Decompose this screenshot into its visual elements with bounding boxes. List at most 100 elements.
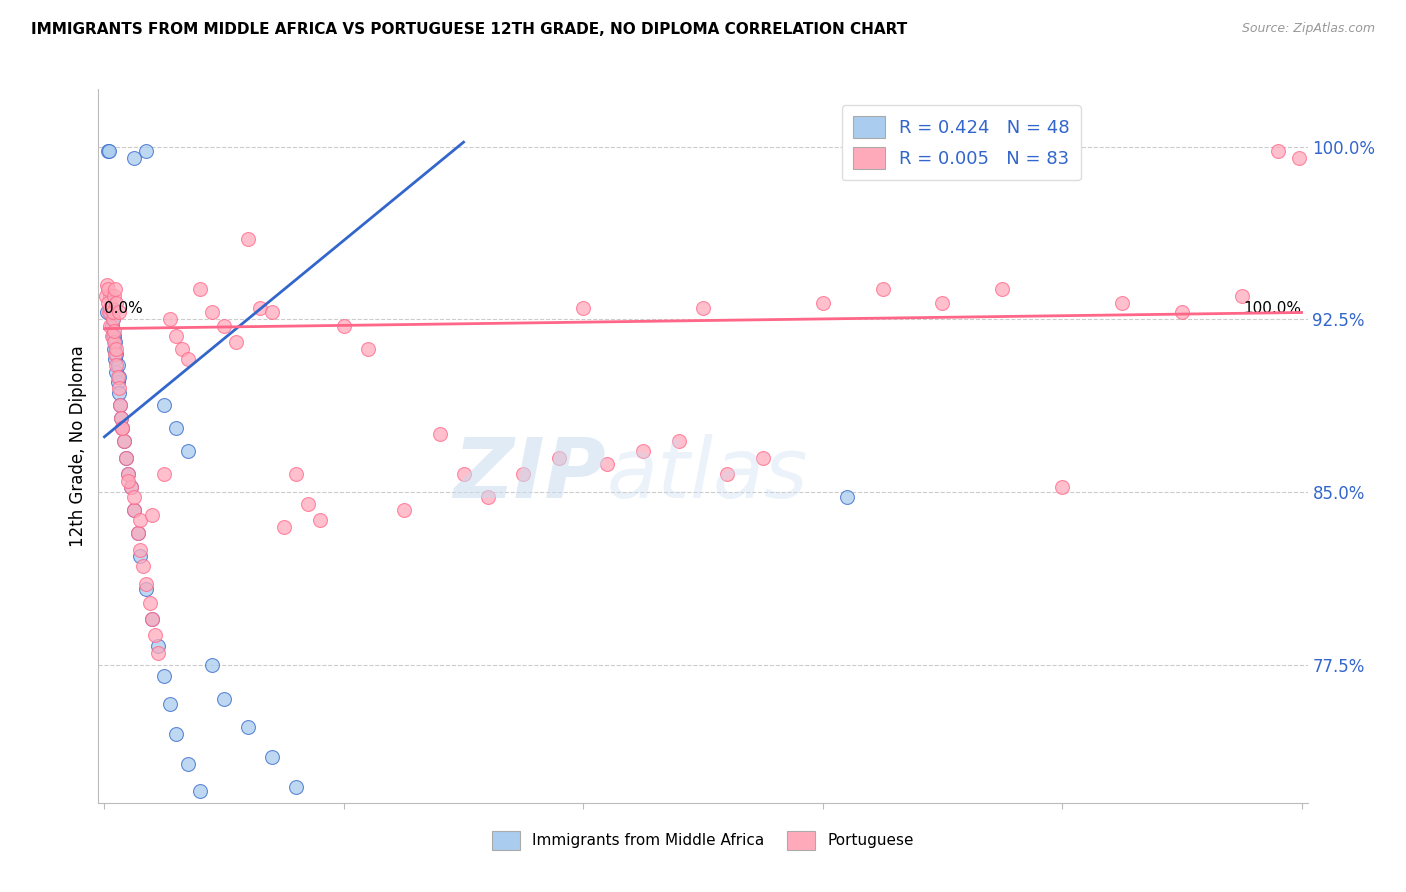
Point <box>135 145 157 159</box>
Point <box>236 720 259 734</box>
Point <box>668 434 690 449</box>
Point <box>692 301 714 315</box>
Point <box>132 558 155 573</box>
Point <box>1230 289 1253 303</box>
Text: ZIP: ZIP <box>454 434 606 515</box>
Point <box>159 697 181 711</box>
Point <box>139 595 162 609</box>
Legend: Immigrants from Middle Africa, Portuguese: Immigrants from Middle Africa, Portugues… <box>486 825 920 855</box>
Point <box>104 335 127 350</box>
Point <box>107 386 129 401</box>
Point <box>273 519 295 533</box>
Point <box>103 324 125 338</box>
Point <box>105 359 128 373</box>
Point <box>111 420 134 434</box>
Point <box>117 467 139 481</box>
Point <box>1111 296 1133 310</box>
Point <box>103 343 125 357</box>
Point <box>148 646 170 660</box>
Point <box>284 467 307 481</box>
Point <box>141 508 163 522</box>
Point <box>107 370 129 384</box>
Point <box>159 312 181 326</box>
Point <box>188 784 211 798</box>
Point <box>572 301 595 315</box>
Point <box>141 612 163 626</box>
Point <box>100 301 122 315</box>
Point <box>112 434 135 449</box>
Point <box>115 450 138 465</box>
Point <box>811 296 834 310</box>
Point <box>752 450 775 465</box>
Point <box>105 347 128 361</box>
Point <box>127 526 149 541</box>
Point <box>100 289 122 303</box>
Point <box>1050 480 1073 494</box>
Point <box>111 420 134 434</box>
Point <box>100 305 122 319</box>
Point <box>188 283 211 297</box>
Text: 100.0%: 100.0% <box>1243 301 1302 316</box>
Point <box>1267 145 1289 159</box>
Point <box>309 513 332 527</box>
Point <box>153 467 176 481</box>
Point <box>100 319 122 334</box>
Point <box>96 305 118 319</box>
Point <box>103 289 125 303</box>
Point <box>453 467 475 481</box>
Point <box>98 145 121 159</box>
Point <box>129 513 152 527</box>
Point <box>172 343 194 357</box>
Point <box>111 420 134 434</box>
Point <box>100 301 122 315</box>
Point <box>872 283 894 297</box>
Point <box>105 296 128 310</box>
Point <box>94 289 117 303</box>
Point <box>100 328 122 343</box>
Point <box>108 398 131 412</box>
Point <box>260 749 283 764</box>
Point <box>991 283 1014 297</box>
Point <box>236 232 259 246</box>
Point <box>260 305 283 319</box>
Point <box>1171 305 1194 319</box>
Point <box>392 503 415 517</box>
Point <box>101 305 124 319</box>
Point <box>101 312 124 326</box>
Point <box>357 343 380 357</box>
Point <box>120 480 142 494</box>
Point <box>117 474 139 488</box>
Point <box>931 296 953 310</box>
Point <box>104 347 127 361</box>
Point <box>333 319 356 334</box>
Point <box>107 381 129 395</box>
Point <box>129 549 152 564</box>
Point <box>117 467 139 481</box>
Point <box>97 296 120 310</box>
Point <box>143 628 166 642</box>
Point <box>124 490 146 504</box>
Point <box>110 411 132 425</box>
Text: 0.0%: 0.0% <box>104 301 143 316</box>
Point <box>107 305 129 319</box>
Point <box>835 490 858 504</box>
Point <box>201 657 224 672</box>
Point <box>105 343 128 357</box>
Point <box>201 305 224 319</box>
Point <box>108 398 131 412</box>
Point <box>107 375 129 389</box>
Point <box>284 780 307 794</box>
Point <box>135 577 157 591</box>
Point <box>104 351 127 366</box>
Point <box>100 319 122 334</box>
Point <box>120 480 142 494</box>
Point <box>115 450 138 465</box>
Point <box>101 312 124 326</box>
Text: atlas: atlas <box>606 434 808 515</box>
Point <box>148 640 170 654</box>
Point <box>98 305 121 319</box>
Y-axis label: 12th Grade, No Diploma: 12th Grade, No Diploma <box>69 345 87 547</box>
Point <box>225 335 247 350</box>
Point <box>1288 151 1310 165</box>
Point <box>124 503 146 517</box>
